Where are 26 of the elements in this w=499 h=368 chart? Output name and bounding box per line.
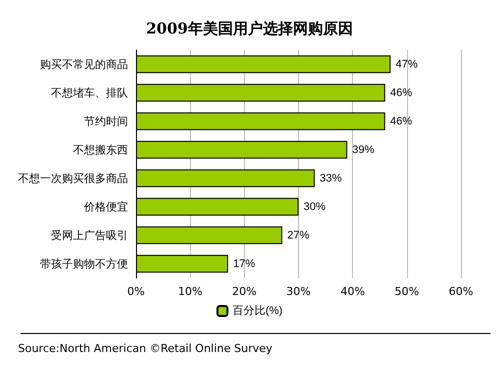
data-label: 33%: [320, 172, 342, 184]
x-tick-label: 40%: [340, 285, 365, 298]
data-label: 17%: [233, 258, 256, 270]
legend-label: 百分比(%): [232, 304, 283, 317]
x-tick-label: 60%: [448, 285, 474, 298]
source-note: Source:North American ©Retail Online Survey: [18, 342, 273, 355]
y-tick-label: 价格便宜: [83, 200, 128, 214]
x-tick-label: 50%: [394, 285, 420, 298]
y-tick-label: 不想一次购买很多商品: [18, 172, 128, 185]
x-tick-label: 0%: [127, 285, 145, 298]
y-tick-label: 节约时间: [84, 114, 128, 128]
y-tick-label: 带孩子购物不方便: [40, 257, 128, 270]
data-label: 30%: [304, 200, 326, 213]
y-tick-label: 受网上广告吸引: [51, 228, 128, 242]
y-tick-label: 不想堵车、排队: [51, 86, 128, 100]
data-label: 47%: [396, 58, 418, 70]
x-tick-label: 10%: [178, 285, 202, 298]
y-tick-label: 不想搬东西: [73, 143, 128, 156]
data-label: 27%: [287, 229, 310, 242]
data-label: 46%: [390, 115, 412, 128]
data-label: 46%: [390, 86, 412, 99]
x-tick-label: 30%: [286, 285, 311, 298]
y-tick-label: 购买不常见的商品: [40, 58, 128, 71]
data-label: 39%: [352, 144, 374, 156]
x-tick-label: 20%: [232, 285, 257, 298]
chart-title: 2009年美国用户选择网购原因: [146, 20, 353, 38]
